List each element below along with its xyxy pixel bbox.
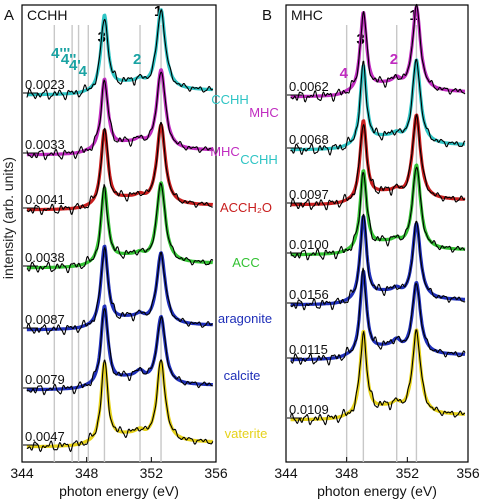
scale-factor-label: 0.0033 (25, 137, 65, 152)
scale-factor-label: 0.0109 (289, 402, 329, 417)
panel-a: A CCHH 12344'4''4'''0.00230.00330.00410.00… (4, 3, 228, 499)
x-tick-label: 348 (335, 465, 359, 481)
spectrum-line (290, 267, 466, 366)
peak-label: 2 (390, 51, 398, 68)
scale-factor-label: 0.0047 (25, 429, 65, 444)
fit-line (26, 244, 214, 332)
scale-factor-label: 0.0062 (289, 79, 329, 94)
spectrum-line (290, 166, 466, 261)
panel-letter: B (262, 7, 272, 24)
fit-line (289, 215, 466, 307)
peak-label: 4'' (61, 51, 76, 68)
scale-factor-label: 0.0068 (289, 132, 329, 147)
plot-frame (21, 4, 217, 463)
peak-label: 4''' (51, 45, 70, 62)
spectrum-line (290, 213, 466, 311)
x-tick-label: 356 (204, 465, 228, 481)
peak-label: 2 (133, 51, 141, 68)
spectrum-line (290, 114, 466, 211)
spectrum-line (290, 3, 466, 103)
x-axis-label: photon energy (eV) (59, 483, 179, 499)
spectrum-line (26, 71, 214, 161)
fit-line (26, 360, 214, 449)
series-label: CCHH (211, 92, 249, 107)
peak-label: 1 (154, 3, 162, 20)
spectrum-line (290, 329, 466, 426)
scale-factor-label: 0.0023 (25, 77, 65, 92)
spectrum-line (26, 307, 213, 396)
scale-factor-label: 0.0079 (25, 372, 65, 387)
x-tick-label: 344 (10, 465, 34, 481)
series-label: vaterite (225, 426, 268, 441)
peak-label: 4 (79, 63, 88, 80)
series-label: ACCH₂O (220, 200, 272, 215)
series-label: MHC (210, 144, 240, 159)
x-tick-label: 348 (75, 465, 99, 481)
spectrum-line (26, 9, 214, 101)
series-label: aragonite (218, 311, 272, 326)
scale-factor-label: 0.0100 (289, 237, 329, 252)
series-label: MHC (249, 105, 279, 120)
peak-label: 4' (69, 57, 81, 74)
spectrum-line (26, 359, 214, 453)
scale-factor-label: 0.0087 (25, 312, 65, 327)
panel-letter: A (4, 7, 14, 24)
series-label: calcite (224, 368, 261, 383)
x-tick-label: 352 (140, 465, 164, 481)
fit-line (289, 328, 466, 422)
scale-factor-label: 0.0097 (289, 187, 329, 202)
x-tick-label: 356 (456, 465, 480, 481)
scale-factor-label: 0.0041 (25, 192, 65, 207)
plot-frame (285, 4, 469, 463)
panel-title: MHC (291, 7, 323, 23)
scale-factor-label: 0.0038 (25, 250, 65, 265)
series-label: ACC (232, 255, 259, 270)
spectrum-line (26, 246, 214, 336)
spectrum-line (26, 122, 213, 216)
x-tick-label: 352 (396, 465, 420, 481)
peak-label: 4 (340, 65, 349, 82)
scale-factor-label: 0.0115 (289, 342, 328, 357)
series-label: CCHH (240, 152, 278, 167)
x-axis-label: photon energy (eV) (317, 483, 437, 499)
x-tick-label: 344 (274, 465, 298, 481)
scale-factor-label: 0.0156 (289, 287, 329, 302)
spectrum-line (26, 182, 214, 274)
panel-b: B MHC 12340.00620.00680.00970.01000.01560.… (262, 3, 480, 499)
spectrum-line (290, 58, 466, 156)
panel-title: CCHH (27, 7, 67, 23)
y-axis-label: intensity (arb. units) (0, 157, 16, 279)
